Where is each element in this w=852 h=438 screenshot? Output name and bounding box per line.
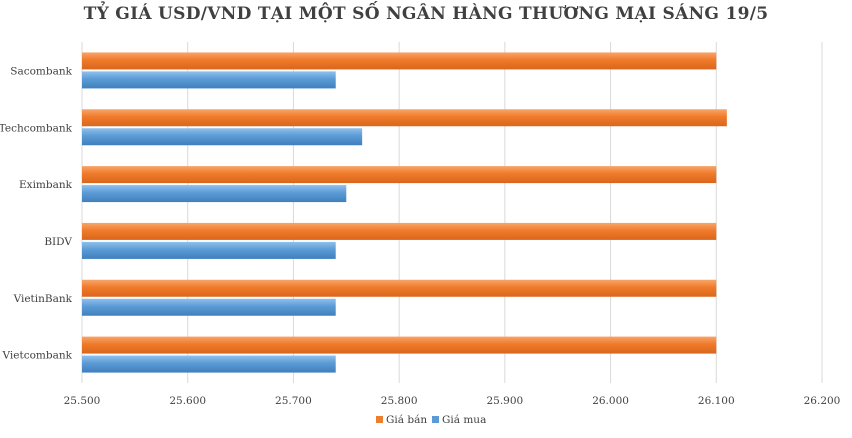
bar-gia-ban bbox=[82, 109, 727, 127]
x-tick-label: 26.100 bbox=[698, 395, 735, 407]
x-tick-label: 25.700 bbox=[275, 395, 312, 407]
bar-gia-mua bbox=[82, 185, 347, 203]
category-label: Sacombank bbox=[10, 65, 72, 77]
gridlines bbox=[81, 42, 823, 383]
bar-gia-ban bbox=[82, 52, 717, 70]
category-label: Vietcombank bbox=[2, 350, 73, 362]
category-label: Eximbank bbox=[19, 179, 73, 191]
category-label: BIDV bbox=[44, 236, 72, 248]
bar-gia-mua bbox=[82, 71, 336, 89]
x-tick-label: 25.600 bbox=[169, 395, 206, 407]
chart-title: TỶ GIÁ USD/VND TẠI MỘT SỐ NGÂN HÀNG THƯƠ… bbox=[83, 4, 769, 24]
bar-gia-ban bbox=[82, 166, 717, 184]
x-tick-label: 25.800 bbox=[381, 395, 418, 407]
bars bbox=[82, 52, 727, 373]
legend-swatch bbox=[376, 416, 383, 423]
x-tick-label: 25.900 bbox=[486, 395, 523, 407]
legend-label: Giá bán bbox=[386, 414, 427, 426]
category-labels: Sacombank Techcombank Eximbank BIDV VietinBa… bbox=[0, 65, 73, 361]
bar-gia-mua bbox=[82, 298, 336, 316]
bar-gia-mua bbox=[82, 128, 363, 146]
bar-gia-ban bbox=[82, 222, 717, 240]
bar-gia-mua bbox=[82, 355, 336, 373]
x-tick-label: 26.000 bbox=[592, 395, 629, 407]
bar-gia-ban bbox=[82, 279, 717, 297]
bar-gia-mua bbox=[82, 241, 336, 259]
x-tick-label: 26.200 bbox=[804, 395, 841, 407]
legend-swatch bbox=[432, 416, 439, 423]
x-tick-label: 25.500 bbox=[64, 395, 101, 407]
legend: Giá bán Giá mua bbox=[376, 414, 486, 426]
category-label: Techcombank bbox=[0, 122, 73, 134]
legend-label: Giá mua bbox=[442, 414, 486, 426]
x-tick-labels: 25.500 25.600 25.700 25.800 25.900 26.000 26.1… bbox=[64, 395, 841, 407]
category-label: VietinBank bbox=[13, 293, 73, 305]
bar-gia-ban bbox=[82, 336, 717, 354]
